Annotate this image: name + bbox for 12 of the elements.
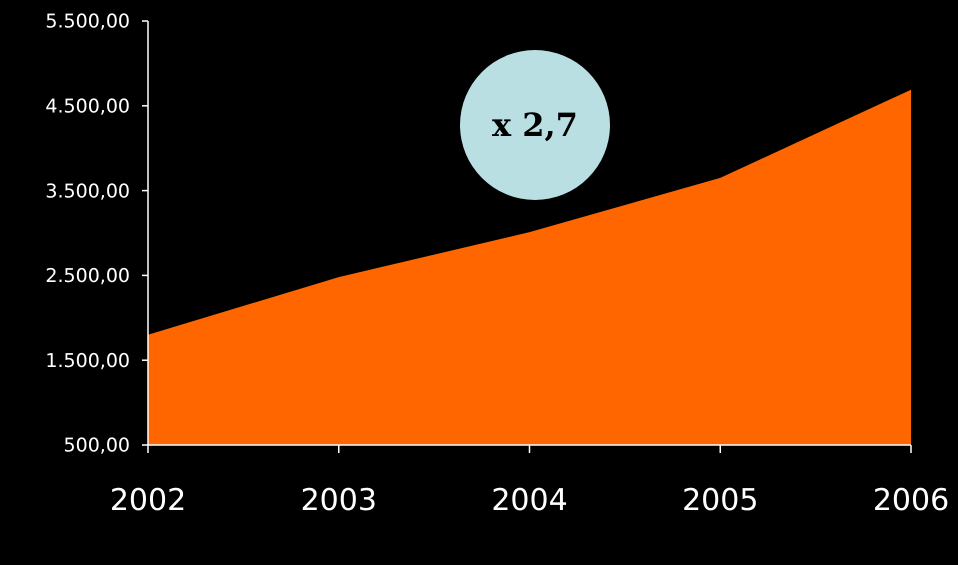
- x-tick-label: 2003: [300, 483, 377, 518]
- y-tick-label: 500,00: [64, 434, 130, 457]
- y-tick-label: 1.500,00: [45, 350, 130, 372]
- x-tick-label: 2006: [872, 483, 950, 518]
- x-tick-label: 2004: [491, 483, 568, 518]
- y-tick-label: 2.500,00: [45, 265, 130, 288]
- annotation: x 2,7: [492, 106, 578, 144]
- x-tick-label: 2002: [110, 483, 186, 518]
- y-tick-label: 4.500,00: [45, 95, 130, 118]
- x-tick-label: 2005: [682, 483, 758, 518]
- y-tick-label: 3.500,00: [45, 180, 130, 202]
- y-tick-label: 5.500,00: [45, 10, 130, 33]
